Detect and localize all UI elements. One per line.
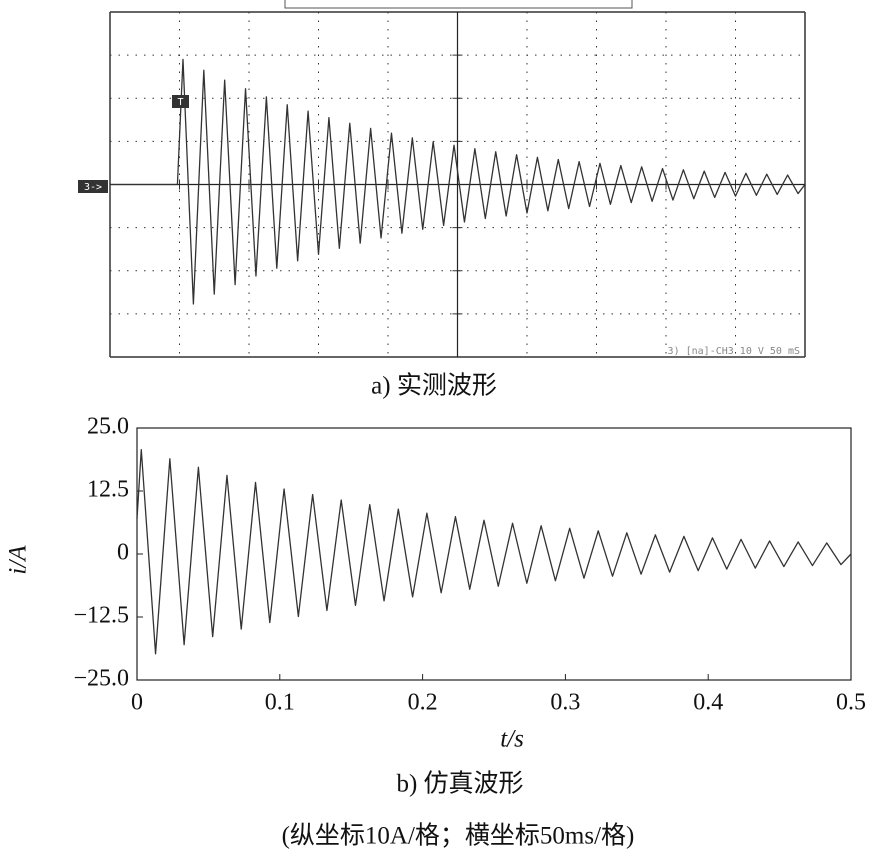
note: (纵坐标10A/格；横坐标50ms/格) (282, 822, 635, 850)
x-tick-label: 0.4 (693, 690, 723, 716)
x-axis-label: t/s (500, 726, 524, 753)
channel-marker: 3-> (84, 182, 102, 193)
y-tick-label: −12.5 (73, 603, 129, 629)
x-tick-label: 0.2 (408, 690, 438, 716)
trigger-box (172, 95, 189, 108)
y-tick-label: −25.0 (73, 666, 129, 692)
waveform (110, 58, 806, 305)
trigger-marker: T (177, 97, 183, 108)
scope-status: 3) [na]-CH3 10 V 50 mS (668, 346, 800, 357)
scope-header-box (284, 0, 633, 9)
y-axis-label: i/A (5, 545, 32, 575)
x-tick-label: 0.5 (836, 690, 866, 716)
y-tick-label: 0 (117, 540, 129, 566)
y-tick-label: 12.5 (87, 477, 129, 503)
plot-frame (136, 427, 852, 681)
y-tick-label: 25.0 (87, 414, 129, 440)
channel-box (78, 180, 108, 193)
waveform (136, 449, 852, 655)
x-tick-label: 0.3 (550, 690, 580, 716)
caption-b: b) 仿真波形 (396, 770, 523, 798)
caption-a: a) 实测波形 (371, 372, 497, 400)
x-tick-label: 0 (131, 690, 143, 716)
x-tick-label: 0.1 (265, 690, 295, 716)
